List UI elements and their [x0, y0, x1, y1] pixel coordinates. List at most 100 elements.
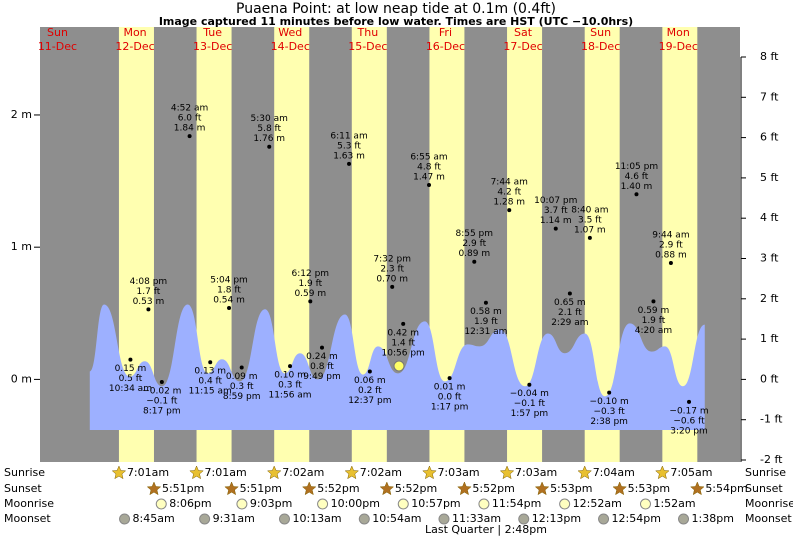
moonset-icon [358, 513, 370, 525]
tide-point [267, 144, 272, 149]
tide-label: 1.9 ft [474, 317, 498, 327]
tide-label: 1.47 m [413, 173, 445, 183]
day-date: 14-Dec [271, 40, 310, 53]
tide-label: 10:07 pm [534, 196, 577, 206]
tide-label: 0.13 m [194, 367, 226, 377]
tide-label: 0.0 ft [438, 393, 462, 403]
moonset-time: 12:13pm [532, 512, 581, 525]
sunrise-time: 7:03am [437, 466, 479, 479]
sunrise-icon [499, 465, 515, 480]
tide-area [89, 304, 705, 430]
tide-point [146, 307, 151, 312]
moonset-time: 8:45am [133, 512, 175, 525]
tide-point [567, 291, 572, 296]
tide-label: −0.1 ft [514, 399, 546, 409]
moonset-time: 10:13am [292, 512, 341, 525]
tide-label: 0.88 m [655, 251, 687, 261]
moonrise-time: 10:00pm [331, 497, 380, 510]
row-label-right: Moonrise [745, 497, 793, 510]
tide-label: 0.65 m [554, 298, 586, 308]
chart-title: Puaena Point: at low neap tide at 0.1m (… [236, 1, 556, 17]
tide-label: 3.7 ft [544, 206, 568, 216]
tide-label: 8:59 pm [223, 392, 261, 402]
sunset-time: 5:53pm [628, 482, 670, 495]
day-date: 18-Dec [581, 40, 620, 53]
tide-label: −0.10 m [590, 397, 629, 407]
tide-label: 0.5 ft [119, 374, 143, 384]
sunrise-icon [577, 465, 592, 480]
tide-label: 4.6 ft [625, 172, 649, 182]
tide-label: 5.3 ft [337, 141, 361, 151]
tide-label: 1:57 pm [511, 409, 549, 419]
tide-label: 0.53 m [133, 297, 165, 307]
tide-label: 0.4 ft [198, 377, 222, 387]
tide-label: −0.17 m [669, 406, 708, 416]
day-name: Thu [357, 26, 379, 39]
tide-point [319, 345, 324, 350]
tide-label: 2:29 am [551, 318, 588, 328]
sunrise-icon [344, 465, 360, 480]
row-label: Moonset [4, 512, 51, 525]
row-label-right: Moonset [745, 512, 792, 525]
tide-label: 0.8 ft [310, 362, 334, 372]
day-name: Tue [202, 26, 222, 39]
tide-label: 0.15 m [115, 364, 147, 374]
tide-label: 2.1 ft [558, 308, 582, 318]
moonrise-time: 1:52am [653, 497, 695, 510]
sunset-icon [612, 481, 627, 496]
moonset-time: 12:54pm [612, 512, 661, 525]
tide-label: 0.54 m [213, 296, 245, 306]
tide-label: 7:44 am [491, 178, 528, 188]
tide-label: 0.3 ft [278, 381, 302, 391]
tide-point [553, 226, 558, 231]
tide-label: 10:56 pm [382, 348, 425, 358]
tide-label: 1.9 ft [298, 279, 322, 289]
y2-tick-label: -1 ft [760, 413, 783, 426]
sunset-time: 5:51pm [162, 482, 204, 495]
moonrise-icon [317, 498, 329, 510]
tide-label: 4:20 am [635, 326, 672, 336]
sunset-time: 5:54pm [705, 482, 747, 495]
tide-label: 5:30 am [251, 114, 288, 124]
tide-label: 9:49 pm [303, 372, 341, 382]
tide-point [507, 208, 512, 213]
sunset-time: 5:52pm [317, 482, 359, 495]
moonrise-time: 10:57pm [411, 497, 460, 510]
tide-label: 6:55 am [410, 153, 447, 163]
moonset-time: 11:33am [452, 512, 501, 525]
tide-point [687, 399, 692, 404]
moonset-icon [518, 513, 530, 525]
tide-label: 7:32 pm [373, 254, 411, 264]
tide-point [288, 364, 293, 369]
tide-label: 1.63 m [333, 151, 365, 161]
row-label: Sunrise [4, 466, 45, 479]
sunrise-time: 7:01am [205, 466, 247, 479]
tide-point [187, 134, 192, 139]
tide-point [472, 259, 477, 264]
day-name: Mon [667, 26, 690, 39]
tide-label: 0.10 m [274, 371, 306, 381]
tide-label: 0.24 m [306, 352, 338, 362]
day-date: 11-Dec [38, 40, 77, 53]
tide-label: 0.59 m [638, 306, 670, 316]
row-label-right: Sunset [745, 482, 783, 495]
tide-label: 4.8 ft [417, 163, 441, 173]
tide-point [239, 365, 244, 370]
sunrise-time: 7:05am [670, 466, 712, 479]
moonrise-time: 8:06pm [169, 497, 211, 510]
tide-label: 2:38 pm [590, 417, 628, 427]
y-tick-label: 2 m [11, 108, 32, 121]
tide-label: −0.3 ft [594, 407, 626, 417]
tide-label: 3:20 pm [670, 426, 708, 436]
tide-point [587, 235, 592, 240]
day-date: 13-Dec [193, 40, 232, 53]
tide-label: 0.42 m [387, 328, 419, 338]
y2-tick-label: 8 ft [760, 50, 779, 63]
chart-subtitle: Image captured 11 minutes before low wat… [159, 15, 633, 28]
tide-point [668, 261, 673, 266]
moonrise-icon [639, 498, 651, 510]
tide-label: 12:31 am [464, 327, 507, 337]
tide-label: 4:52 am [171, 104, 208, 114]
y-tick-label: 0 m [11, 372, 32, 385]
